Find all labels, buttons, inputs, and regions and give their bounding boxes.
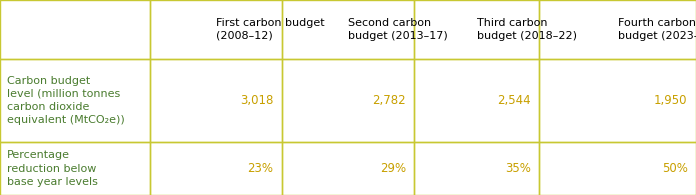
Bar (539, 0, 696, 58)
Bar (282, 142, 414, 195)
Bar (0, 0, 150, 58)
Bar (414, 142, 539, 195)
Bar (0, 58, 150, 142)
Text: 2,544: 2,544 (498, 94, 531, 107)
Text: Fourth carbon
budget (2023–27): Fourth carbon budget (2023–27) (617, 18, 696, 41)
Bar (150, 58, 282, 142)
Bar (282, 58, 414, 142)
Text: 23%: 23% (248, 162, 274, 175)
Bar (414, 58, 539, 142)
Text: Third carbon
budget (2018–22): Third carbon budget (2018–22) (477, 18, 577, 41)
Text: Second carbon
budget (2013–17): Second carbon budget (2013–17) (348, 18, 448, 41)
Bar (0, 142, 150, 195)
Text: 1,950: 1,950 (654, 94, 688, 107)
Text: Carbon budget
level (million tonnes
carbon dioxide
equivalent (MtCO₂e)): Carbon budget level (million tonnes carb… (7, 76, 125, 125)
Text: 2,782: 2,782 (372, 94, 406, 107)
Text: 29%: 29% (379, 162, 406, 175)
Text: First carbon budget
(2008–12): First carbon budget (2008–12) (216, 18, 324, 41)
Bar (539, 58, 696, 142)
Text: 50%: 50% (662, 162, 688, 175)
Text: 35%: 35% (505, 162, 531, 175)
Bar (539, 142, 696, 195)
Text: 3,018: 3,018 (240, 94, 274, 107)
Text: Percentage
reduction below
base year levels: Percentage reduction below base year lev… (7, 151, 98, 187)
Bar (150, 142, 282, 195)
Bar (150, 0, 282, 58)
Bar (282, 0, 414, 58)
Bar (414, 0, 539, 58)
